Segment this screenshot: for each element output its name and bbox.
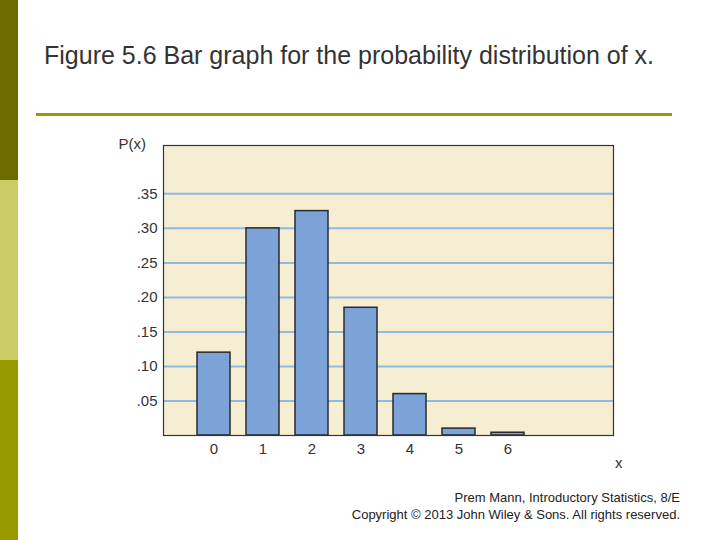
svg-text:1: 1 [259,440,267,457]
svg-text:.20: .20 [137,288,158,305]
svg-text:.10: .10 [137,357,158,374]
svg-text:.05: .05 [137,392,158,409]
svg-text:.30: .30 [137,219,158,236]
svg-text:6: 6 [504,440,512,457]
svg-text:2: 2 [308,440,316,457]
html-text:Prem Mann, Introductory Statis: Prem Mann, Introductory Statistics, 8/E [454,490,680,505]
svg-text:.15: .15 [137,323,158,340]
svg-text:3: 3 [357,440,365,457]
svg-text:5: 5 [455,440,463,457]
svg-text:4: 4 [406,440,414,457]
html-text:Copyright © 2013 John Wiley &: Copyright © 2013 John Wiley & Sons. All … [351,507,680,522]
html-text:Figure 5.6 Bar graph for the p: Figure 5.6 Bar graph for the probability… [44,41,654,69]
svg-text:.35: .35 [137,185,158,202]
svg-text:.25: .25 [137,254,158,271]
svg-text:x: x [615,454,623,471]
svg-text:P(x): P(x) [119,135,147,152]
svg-text:0: 0 [210,440,218,457]
